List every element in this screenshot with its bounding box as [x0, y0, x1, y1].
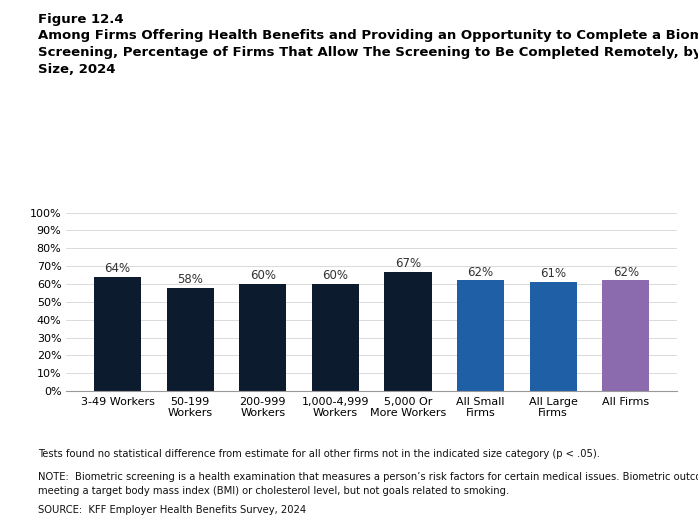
- Text: 60%: 60%: [250, 269, 276, 282]
- Bar: [385, 271, 431, 391]
- Text: SOURCE:  KFF Employer Health Benefits Survey, 2024: SOURCE: KFF Employer Health Benefits Sur…: [38, 505, 306, 515]
- Bar: [94, 277, 141, 391]
- Bar: [602, 280, 649, 391]
- Bar: [167, 288, 214, 391]
- Text: NOTE:  Biometric screening is a health examination that measures a person’s risk: NOTE: Biometric screening is a health ex…: [38, 472, 698, 496]
- Text: 58%: 58%: [177, 273, 203, 286]
- Bar: [530, 282, 577, 391]
- Text: Among Firms Offering Health Benefits and Providing an Opportunity to Complete a : Among Firms Offering Health Benefits and…: [38, 29, 698, 76]
- Text: Tests found no statistical difference from estimate for all other firms not in t: Tests found no statistical difference fr…: [38, 449, 600, 459]
- Text: 62%: 62%: [613, 266, 639, 279]
- Text: 62%: 62%: [468, 266, 493, 279]
- Text: 60%: 60%: [322, 269, 348, 282]
- Bar: [457, 280, 504, 391]
- Text: 67%: 67%: [395, 257, 421, 270]
- Bar: [239, 284, 286, 391]
- Text: 64%: 64%: [105, 262, 131, 275]
- Text: 61%: 61%: [540, 267, 566, 280]
- Bar: [312, 284, 359, 391]
- Text: Figure 12.4: Figure 12.4: [38, 13, 124, 26]
